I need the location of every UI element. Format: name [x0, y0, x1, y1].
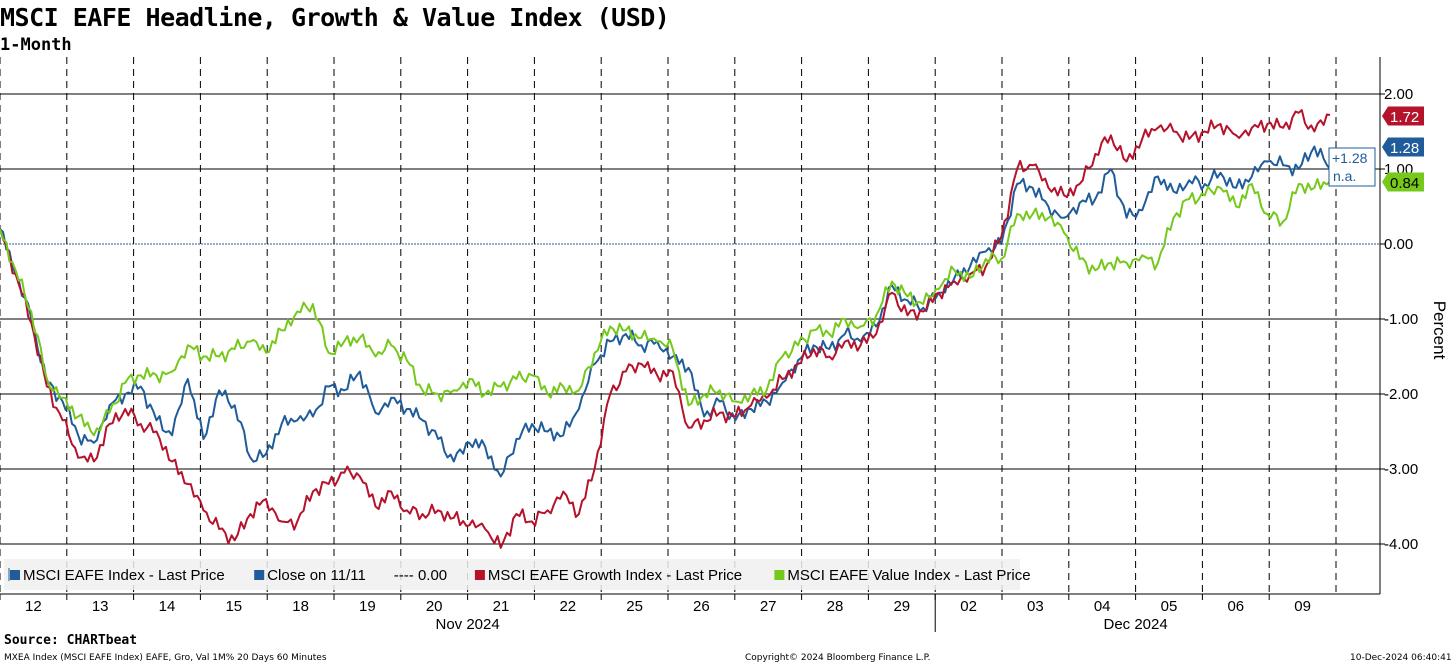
- last-value-tag: [1382, 106, 1424, 126]
- footer-copyright: Copyright© 2024 Bloomberg Finance L.P.: [745, 653, 931, 663]
- x-tick-label: 05: [1161, 598, 1178, 615]
- chart-title: MSCI EAFE Headline, Growth & Value Index…: [0, 3, 670, 32]
- y-axis-label: Percent: [1430, 301, 1449, 360]
- last-value-label: 0.84: [1390, 175, 1419, 192]
- legend-marker: [10, 570, 20, 580]
- x-tick-label: 19: [359, 598, 376, 615]
- annotation-change: +1.28: [1332, 150, 1368, 166]
- legend-marker: [474, 570, 485, 580]
- y-tick-label: -1.00: [1384, 311, 1418, 328]
- legend-label: Close on 11/11: [267, 567, 366, 584]
- series-line-msci-eafe-value-index: [0, 178, 1331, 437]
- legend-marker: [774, 570, 785, 580]
- x-tick-label: 20: [426, 598, 443, 615]
- y-tick-label: 2.00: [1384, 86, 1413, 103]
- x-tick-label: 03: [1027, 598, 1044, 615]
- x-tick-label: 02: [960, 598, 977, 615]
- footer-left: MXEA Index (MSCI EAFE Index) EAFE, Gro, …: [4, 653, 327, 663]
- y-tick-label: -4.00: [1384, 536, 1418, 553]
- footer-timestamp: 10-Dec-2024 06:40:41: [1350, 653, 1452, 663]
- last-value-label: 1.72: [1390, 109, 1419, 126]
- x-month-label: Nov 2024: [435, 616, 499, 633]
- x-tick-label: 13: [92, 598, 109, 615]
- x-tick-label: 25: [626, 598, 643, 615]
- chart-subtitle: 1-Month: [0, 35, 72, 55]
- source-label: Source: CHARTbeat: [4, 633, 138, 648]
- x-month-label: Dec 2024: [1103, 616, 1167, 633]
- last-value-tag: [1382, 172, 1424, 192]
- legend-label: ---- 0.00: [394, 567, 447, 584]
- x-tick-label: 21: [493, 598, 510, 615]
- x-tick-label: 27: [760, 598, 777, 615]
- series-line-msci-eafe-growth-index: [0, 109, 1331, 549]
- annotation-box: [1328, 147, 1376, 187]
- legend-label: MSCI EAFE Value Index - Last Price: [787, 567, 1030, 584]
- x-tick-label: 04: [1094, 598, 1111, 615]
- y-tick-label: -3.00: [1384, 461, 1418, 478]
- legend-label: MSCI EAFE Growth Index - Last Price: [488, 567, 742, 584]
- x-tick-label: 22: [559, 598, 576, 615]
- x-tick-label: 29: [893, 598, 910, 615]
- y-tick-label: 0.00: [1384, 236, 1413, 253]
- x-tick-label: 15: [225, 598, 242, 615]
- x-tick-label: 26: [693, 598, 710, 615]
- x-tick-label: 14: [159, 598, 176, 615]
- x-tick-label: 09: [1294, 598, 1311, 615]
- x-tick-label: 28: [827, 598, 844, 615]
- legend-background: [4, 559, 1020, 590]
- y-tick-label: -2.00: [1384, 386, 1418, 403]
- last-value-label: 1.28: [1390, 140, 1419, 157]
- legend-label: MSCI EAFE Index - Last Price: [23, 567, 225, 584]
- legend-marker: [254, 570, 265, 580]
- x-tick-label: 18: [292, 598, 309, 615]
- series-line-msci-eafe-index: [0, 145, 1331, 478]
- x-tick-label: 06: [1227, 598, 1244, 615]
- annotation-na: n.a.: [1333, 168, 1356, 184]
- x-tick-label: 12: [25, 598, 42, 615]
- last-value-tag: [1382, 137, 1424, 157]
